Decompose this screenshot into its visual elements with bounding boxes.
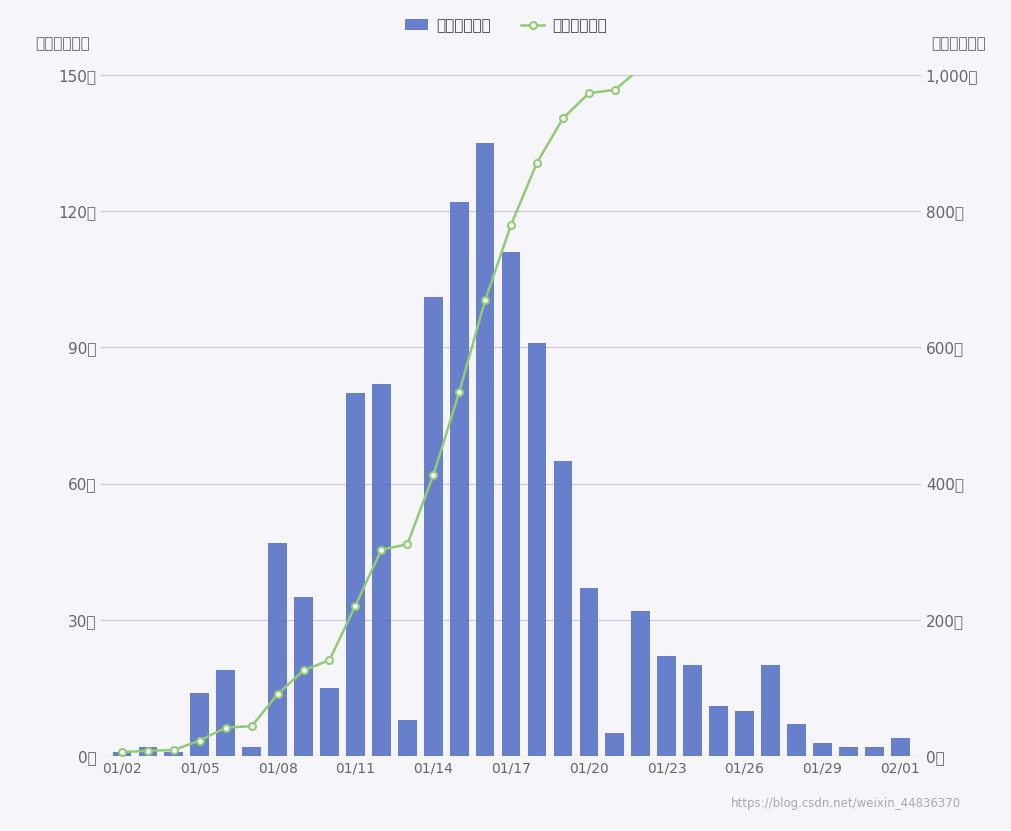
Bar [527,343,546,756]
Bar [450,202,468,756]
Bar [139,747,157,756]
Bar [242,747,261,756]
Bar [787,725,805,756]
Bar [553,461,571,756]
Bar [838,747,856,756]
Bar [112,752,131,756]
Legend: 每日新增人数, 累计确诊人数: 每日新增人数, 累计确诊人数 [399,12,612,39]
Bar [165,752,183,756]
Bar [709,706,727,756]
Bar [579,588,598,756]
Bar [319,688,339,756]
Bar [397,720,417,756]
Bar [424,297,442,756]
Bar [190,692,209,756]
Bar [268,543,287,756]
Bar [890,738,909,756]
Bar [760,666,779,756]
Bar [864,747,883,756]
Bar [605,734,624,756]
Bar [682,666,702,756]
Bar [372,384,390,756]
Bar [734,711,753,756]
Bar [631,611,649,756]
Bar [216,670,235,756]
Text: https://blog.csdn.net/weixin_44836370: https://blog.csdn.net/weixin_44836370 [731,797,960,810]
Text: 每日新增人数: 每日新增人数 [35,36,90,51]
Bar [501,252,520,756]
Bar [346,393,364,756]
Bar [294,597,312,756]
Bar [657,656,675,756]
Text: 累计确诊人数: 累计确诊人数 [931,36,986,51]
Bar [475,143,494,756]
Bar [812,743,831,756]
